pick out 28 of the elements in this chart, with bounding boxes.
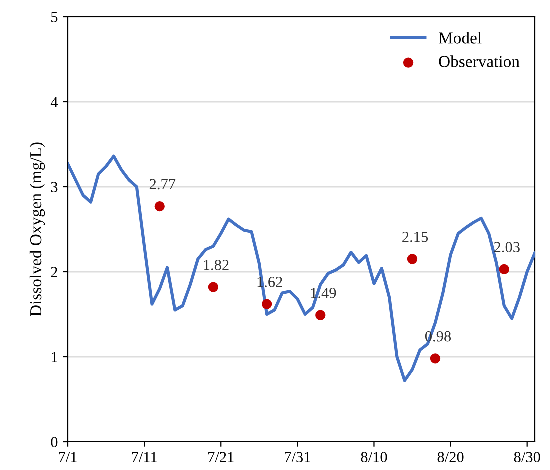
point <box>407 254 418 264</box>
y-tick-label: 4 <box>50 97 58 108</box>
y-tick-label: 3 <box>51 182 58 192</box>
y-tick-label: 0 <box>51 437 58 448</box>
data-label: 1.82 <box>204 260 229 270</box>
x-tick-label: 7/21 <box>208 452 234 462</box>
x-tick-label: 7/31 <box>285 452 310 462</box>
data-label: 2.77 <box>150 179 176 190</box>
point <box>430 354 441 364</box>
point <box>262 299 272 310</box>
y-tick-label: 2 <box>51 267 58 278</box>
legend-label: Observation <box>439 56 520 68</box>
y-tick-label: 5 <box>52 12 58 22</box>
line-series <box>68 154 535 382</box>
x-tick-label: 7/11 <box>132 452 157 462</box>
point <box>154 201 165 212</box>
point <box>316 310 326 320</box>
x-tick-label: 8/10 <box>361 452 388 462</box>
legend-label: Model <box>439 32 482 44</box>
x-tick-label: 8/20 <box>438 452 464 462</box>
x-tick-label: 7/1 <box>59 452 77 462</box>
point <box>208 282 219 292</box>
y-tick-label: 1 <box>52 352 58 362</box>
x-tick-label: 8/30 <box>514 452 540 462</box>
data-label: 2.15 <box>402 232 428 242</box>
point <box>499 264 510 275</box>
data-label: 2.03 <box>494 242 520 253</box>
y-axis-title: Dissolved Oxygen (mg/L) <box>30 142 46 317</box>
